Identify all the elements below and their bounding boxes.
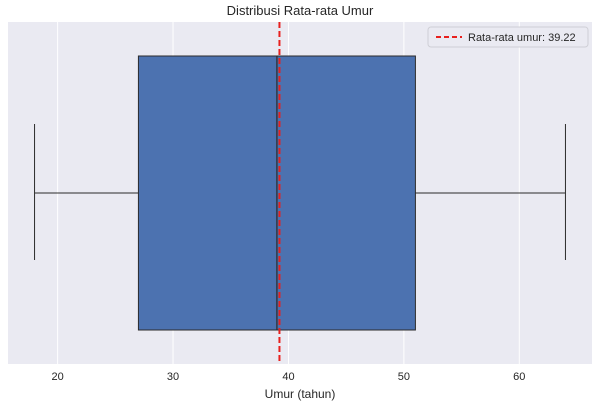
x-tick-label-20: 20 xyxy=(52,371,64,383)
x-tick-label-50: 50 xyxy=(398,371,410,383)
x-tick-label-40: 40 xyxy=(282,371,294,383)
x-axis-ticks: 20 30 40 50 60 xyxy=(52,371,526,383)
x-tick-label-30: 30 xyxy=(167,371,179,383)
x-tick-label-60: 60 xyxy=(513,371,525,383)
chart-title: Distribusi Rata-rata Umur xyxy=(227,3,374,18)
legend: Rata-rata umur: 39.22 xyxy=(427,26,589,48)
legend-box xyxy=(427,26,589,48)
box-plot xyxy=(34,55,566,331)
x-axis-label: Umur (tahun) xyxy=(265,387,336,401)
legend-mean-line-label: Rata-rata umur: 39.22 xyxy=(468,32,576,44)
